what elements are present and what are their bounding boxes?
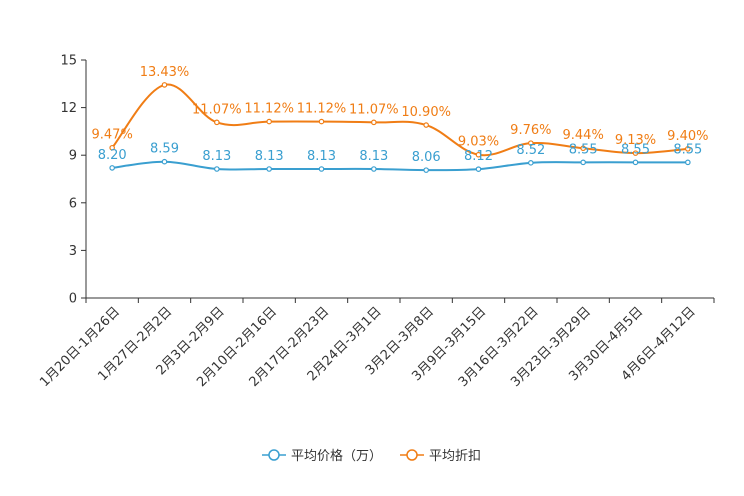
data-point-1[interactable] — [475, 151, 482, 158]
data-point-0[interactable] — [685, 159, 691, 166]
data-label-1: 9.76% — [510, 123, 551, 138]
data-point-0[interactable] — [318, 166, 325, 172]
data-point-1[interactable] — [528, 140, 534, 146]
data-point-1[interactable] — [632, 150, 639, 156]
data-label-1: 11.12% — [297, 102, 347, 117]
data-label-1: 11.07% — [349, 102, 399, 117]
legend-label: 平均价格（万） — [291, 448, 382, 464]
y-tick-label: 12 — [60, 101, 77, 116]
data-label-0: 8.13 — [359, 149, 388, 164]
legend-item-0[interactable]: 平均价格（万） — [262, 448, 382, 464]
data-label-0: 8.20 — [98, 148, 127, 163]
data-label-0: 8.12 — [464, 149, 493, 164]
series-lines — [109, 82, 691, 173]
series-line-0 — [112, 160, 688, 172]
data-point-0[interactable] — [580, 159, 586, 166]
data-point-1[interactable] — [685, 146, 691, 152]
data-label-0: 8.13 — [255, 149, 284, 164]
y-tick-label: 0 — [69, 292, 77, 307]
data-point-0[interactable] — [371, 166, 377, 172]
data-point-0[interactable] — [266, 166, 272, 172]
data-point-1[interactable] — [371, 119, 377, 126]
y-tick-label: 9 — [69, 149, 77, 164]
legend-circle-icon — [268, 449, 280, 461]
data-point-0[interactable] — [632, 159, 639, 166]
legend-item-1[interactable]: 平均折扣 — [400, 449, 481, 464]
data-point-0[interactable] — [109, 165, 115, 171]
data-label-0: 8.55 — [569, 142, 598, 157]
y-tick-label: 15 — [60, 54, 77, 69]
data-label-1: 9.44% — [563, 128, 604, 143]
data-label-0: 8.13 — [202, 149, 231, 164]
legend-label: 平均折扣 — [429, 449, 481, 464]
data-label-1: 13.43% — [140, 65, 190, 80]
data-point-0[interactable] — [214, 166, 220, 172]
data-label-1: 9.03% — [458, 135, 499, 150]
data-point-1[interactable] — [423, 122, 429, 128]
data-label-1: 11.12% — [244, 102, 294, 117]
data-point-1[interactable] — [109, 144, 115, 151]
data-label-1: 10.90% — [401, 105, 451, 120]
data-point-0[interactable] — [423, 167, 429, 173]
data-point-0[interactable] — [161, 158, 168, 165]
data-label-0: 8.06 — [412, 150, 441, 165]
data-label-1: 11.07% — [192, 102, 242, 117]
data-label-0: 8.59 — [150, 142, 179, 157]
legend-circle-icon — [406, 449, 418, 461]
legend[interactable]: 平均价格（万） 平均折扣 — [262, 448, 481, 464]
data-label-1: 9.47% — [92, 128, 133, 143]
data-point-1[interactable] — [580, 145, 586, 152]
data-point-1[interactable] — [266, 118, 272, 125]
y-tick-label: 3 — [69, 244, 77, 259]
data-labels: 8.20 8.59 8.13 8.13 8.13 8.13 8.06 8.12 8.52 8.55… — [92, 65, 709, 165]
data-label-0: 8.55 — [673, 142, 702, 157]
data-label-1: 9.13% — [615, 133, 656, 148]
data-label-0: 8.52 — [516, 143, 545, 158]
data-point-0[interactable] — [528, 160, 534, 166]
data-label-1: 9.40% — [667, 129, 708, 144]
data-label-0: 8.55 — [621, 142, 650, 157]
data-point-0[interactable] — [475, 166, 482, 172]
series-line-1 — [111, 83, 688, 157]
data-point-1[interactable] — [161, 82, 168, 88]
data-point-1[interactable] — [318, 118, 325, 125]
y-tick-label: 6 — [69, 196, 77, 211]
data-label-0: 8.13 — [307, 149, 336, 164]
data-point-1[interactable] — [214, 119, 220, 126]
